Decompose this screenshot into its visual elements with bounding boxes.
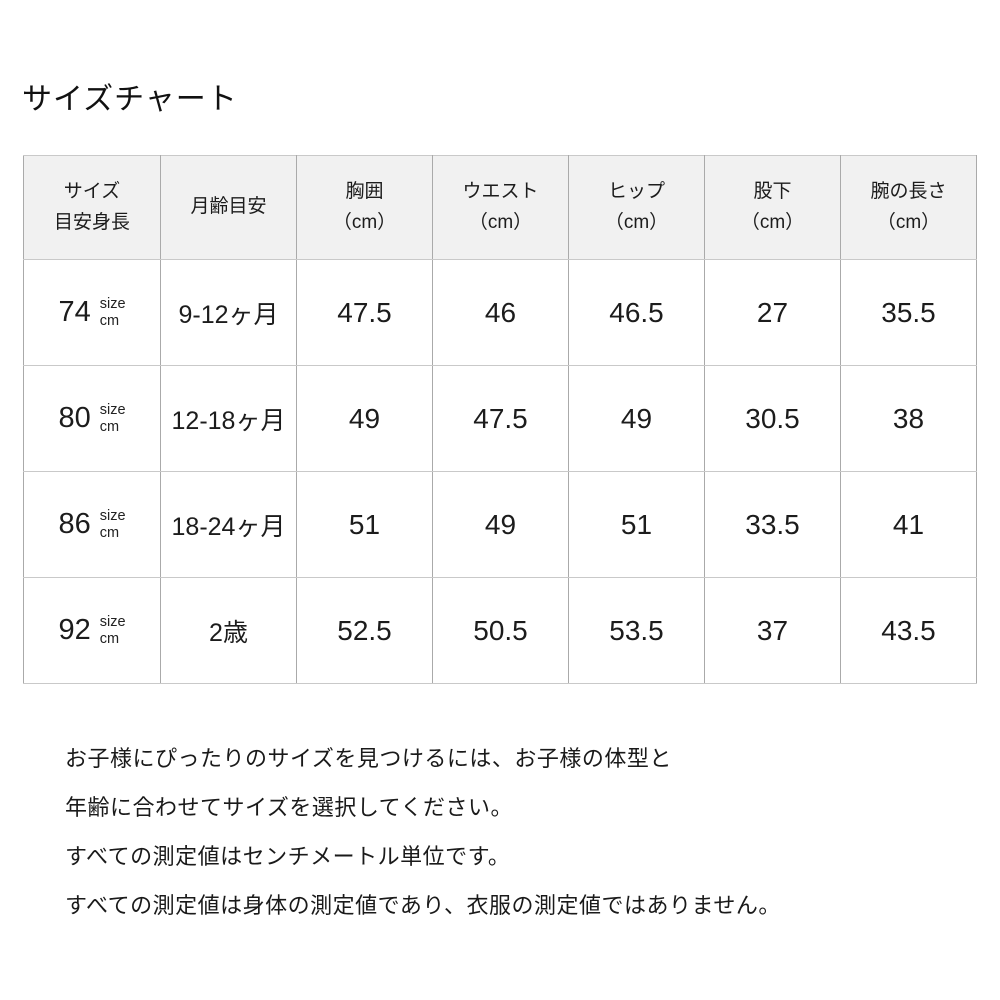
- size-value: 86: [58, 508, 91, 540]
- header-arm-label: 腕の長さ: [870, 181, 947, 203]
- size-chart-table: サイズ 目安身長 月齢目安 胸囲 （cm） ウエスト （cm） ヒップ （cm）…: [23, 155, 977, 684]
- waist-cell: 50.5: [432, 577, 569, 684]
- table-row: 92 size cm 2歳 52.5 50.5 53.5 37 43.5: [23, 577, 977, 684]
- age-cell: 12-18ヶ月: [160, 365, 297, 472]
- chest-cell: 51: [296, 471, 433, 578]
- arm-cell: 41: [840, 471, 977, 578]
- size-unit-top: size: [99, 401, 126, 418]
- size-cell: 86 size cm: [23, 471, 161, 578]
- chest-cell: 49: [296, 365, 433, 472]
- size-unit-bottom: cm: [99, 418, 120, 435]
- waist-cell: 46: [432, 259, 569, 366]
- table-row: 86 size cm 18-24ヶ月 51 49 51 33.5 41: [23, 471, 977, 578]
- size-value: 80: [58, 402, 91, 434]
- header-age: 月齢目安: [160, 155, 297, 260]
- note-line: すべての測定値は身体の測定値であり、衣服の測定値ではありません。: [65, 893, 781, 918]
- size-unit: size cm: [100, 614, 126, 647]
- header-inseam-label: 股下: [753, 181, 792, 203]
- arm-cell: 38: [840, 365, 977, 472]
- header-arm: 腕の長さ （cm）: [840, 155, 977, 260]
- size-unit-top: size: [99, 613, 126, 630]
- note-line: お子様にぴったりのサイズを見つけるには、お子様の体型と: [65, 746, 672, 771]
- table-row: 74 size cm 9-12ヶ月 47.5 46 46.5 27 35.5: [23, 259, 977, 366]
- header-chest-unit: （cm）: [332, 211, 397, 233]
- size-unit-bottom: cm: [99, 630, 120, 647]
- size-cell: 80 size cm: [23, 365, 161, 472]
- header-hip-label: ヒップ: [607, 181, 665, 203]
- arm-cell: 43.5: [840, 577, 977, 684]
- header-arm-unit: （cm）: [876, 211, 941, 233]
- page-title: サイズチャート: [22, 83, 238, 116]
- size-value: 74: [58, 296, 91, 328]
- age-cell: 18-24ヶ月: [160, 471, 297, 578]
- note-line: すべての測定値はセンチメートル単位です。: [65, 844, 511, 869]
- header-size-line1: サイズ: [63, 181, 121, 203]
- size-unit-bottom: cm: [99, 312, 120, 329]
- header-row: サイズ 目安身長 月齢目安 胸囲 （cm） ウエスト （cm） ヒップ （cm）…: [23, 155, 977, 260]
- hip-cell: 51: [568, 471, 705, 578]
- size-unit-top: size: [99, 295, 126, 312]
- header-inseam-unit: （cm）: [740, 211, 805, 233]
- hip-cell: 53.5: [568, 577, 705, 684]
- header-size: サイズ 目安身長: [23, 155, 161, 260]
- size-unit: size cm: [100, 508, 126, 541]
- inseam-cell: 33.5: [704, 471, 841, 578]
- chest-cell: 47.5: [296, 259, 433, 366]
- header-waist: ウエスト （cm）: [432, 155, 569, 260]
- size-unit-top: size: [99, 507, 126, 524]
- arm-cell: 35.5: [840, 259, 977, 366]
- header-chest-label: 胸囲: [345, 181, 384, 203]
- waist-cell: 47.5: [432, 365, 569, 472]
- inseam-cell: 37: [704, 577, 841, 684]
- size-cell: 74 size cm: [23, 259, 161, 366]
- hip-cell: 46.5: [568, 259, 705, 366]
- table-row: 80 size cm 12-18ヶ月 49 47.5 49 30.5 38: [23, 365, 977, 472]
- header-waist-unit: （cm）: [468, 211, 533, 233]
- age-cell: 2歳: [160, 577, 297, 684]
- header-inseam: 股下 （cm）: [704, 155, 841, 260]
- header-hip-unit: （cm）: [604, 211, 669, 233]
- size-cell: 92 size cm: [23, 577, 161, 684]
- header-chest: 胸囲 （cm）: [296, 155, 433, 260]
- inseam-cell: 27: [704, 259, 841, 366]
- waist-cell: 49: [432, 471, 569, 578]
- size-value: 92: [58, 614, 91, 646]
- header-waist-label: ウエスト: [462, 181, 539, 203]
- chest-cell: 52.5: [296, 577, 433, 684]
- age-cell: 9-12ヶ月: [160, 259, 297, 366]
- hip-cell: 49: [568, 365, 705, 472]
- size-unit: size cm: [100, 296, 126, 329]
- header-size-line2: 目安身長: [53, 211, 130, 233]
- header-hip: ヒップ （cm）: [568, 155, 705, 260]
- inseam-cell: 30.5: [704, 365, 841, 472]
- size-unit-bottom: cm: [99, 524, 120, 541]
- notes-block: お子様にぴったりのサイズを見つけるには、お子様の体型と 年齢に合わせてサイズを選…: [65, 734, 1000, 930]
- note-line: 年齢に合わせてサイズを選択してください。: [65, 795, 514, 820]
- size-unit: size cm: [100, 402, 126, 435]
